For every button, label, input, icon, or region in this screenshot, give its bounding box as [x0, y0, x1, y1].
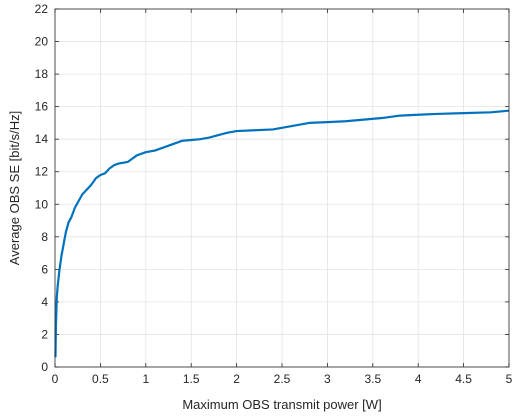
y-tick-label: 18: [35, 67, 49, 81]
x-tick-label: 1.5: [183, 372, 200, 386]
x-tick-label: 4: [415, 372, 422, 386]
series-line: [54, 109, 510, 358]
y-tick-labels: 0 2 4 6 8 10 12 14 16 18 20 22: [35, 2, 49, 374]
y-tick-label: 0: [41, 360, 48, 374]
y-tick-label: 2: [41, 327, 48, 341]
y-tick-label: 4: [41, 295, 48, 309]
y-tick-label: 16: [35, 100, 49, 114]
x-tick-label: 5: [506, 372, 513, 386]
y-tick-label: 6: [41, 262, 48, 276]
x-axis-label: Maximum OBS transmit power [W]: [182, 397, 381, 412]
x-tick-label: 4.5: [455, 372, 472, 386]
x-tick-labels: 0 0.5 1 1.5 2 2.5 3 3.5 4 4.5 5: [52, 372, 513, 386]
x-tick-label: 0: [52, 372, 59, 386]
x-tick-label: 0.5: [92, 372, 109, 386]
plot-frame: [54, 8, 510, 368]
y-tick-label: 8: [41, 230, 48, 244]
x-tick-label: 2.5: [274, 372, 291, 386]
x-tick-label: 3.5: [364, 372, 381, 386]
x-tick-label: 2: [233, 372, 240, 386]
y-tick-label: 14: [35, 132, 49, 146]
y-tick-label: 12: [35, 165, 49, 179]
y-tick-label: 22: [35, 2, 49, 16]
y-tick-label: 20: [35, 35, 49, 49]
x-tick-label: 3: [324, 372, 331, 386]
y-axis-label: Average OBS SE [bit/s/Hz]: [7, 111, 22, 265]
y-tick-label: 10: [35, 197, 49, 211]
x-tick-label: 1: [142, 372, 149, 386]
